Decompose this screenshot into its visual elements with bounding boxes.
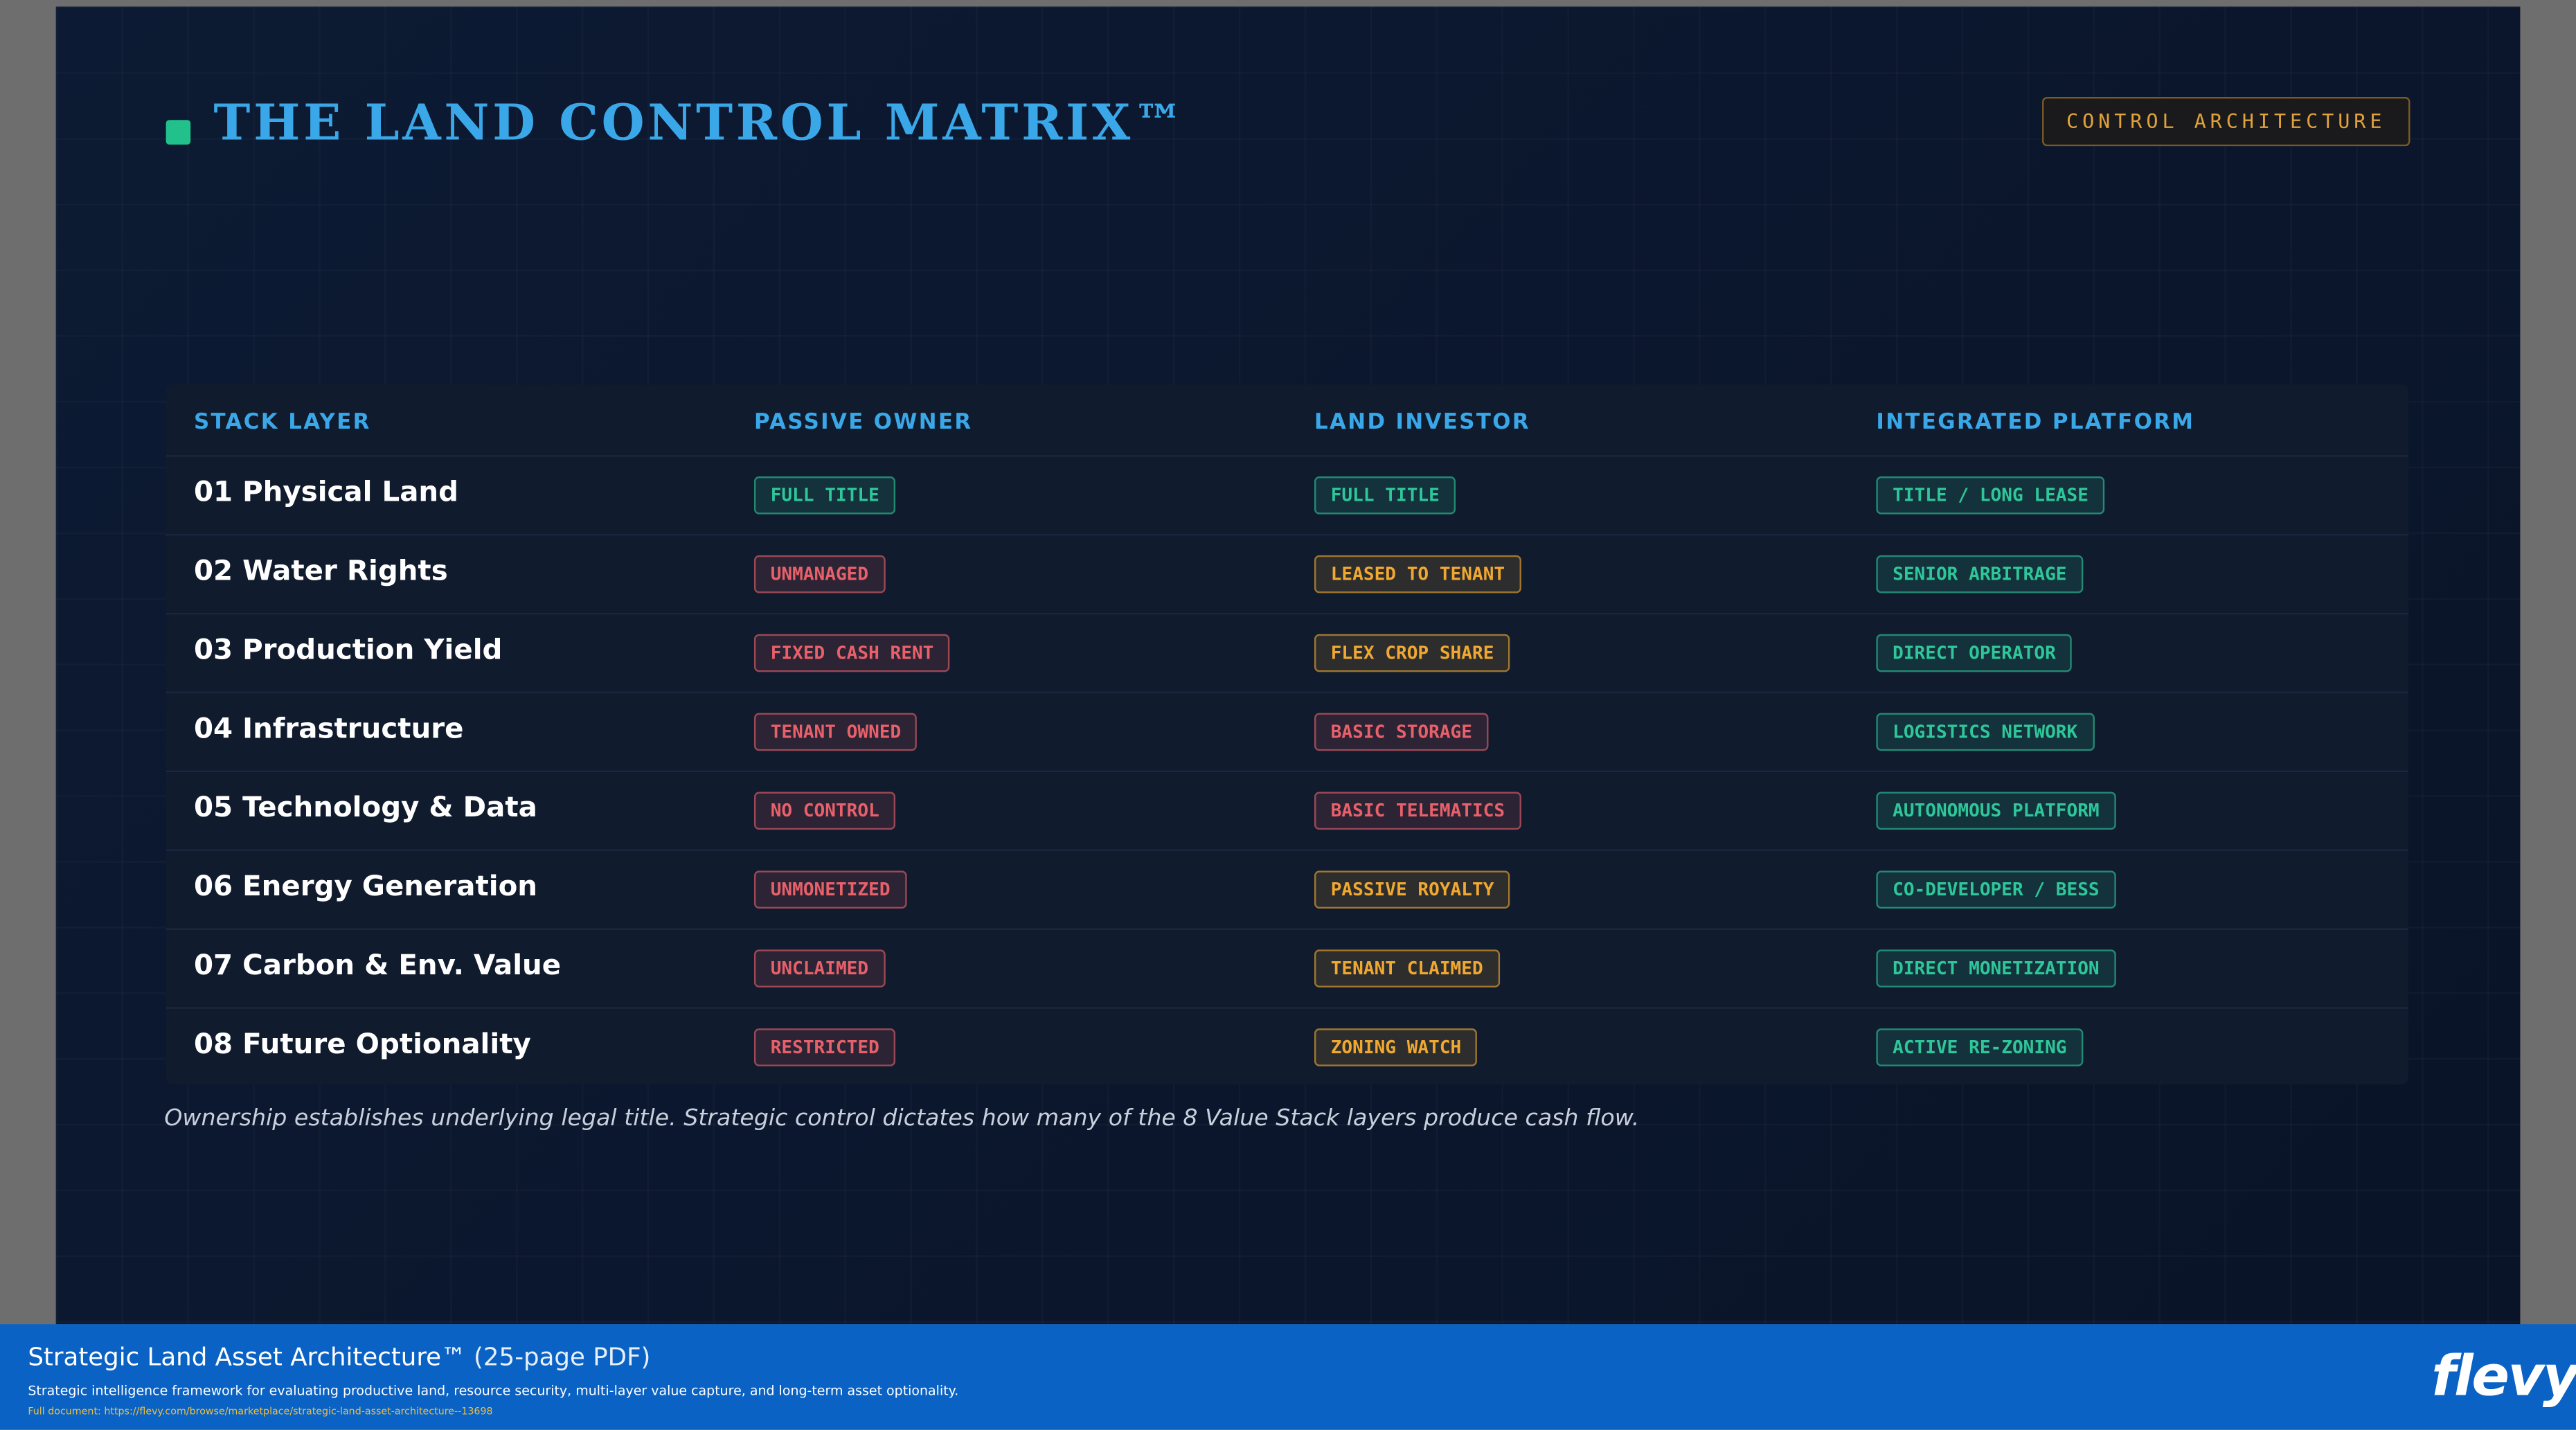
layer-name: 02 Water Rights — [193, 555, 448, 589]
status-tag: FULL TITLE — [1314, 476, 1456, 515]
footnote: Ownership establishes underlying legal t… — [164, 1105, 1640, 1132]
table-row: 05 Technology & Data NO CONTROL BASIC TELE… — [166, 770, 2409, 850]
status-tag: FIXED CASH RENT — [753, 634, 951, 672]
status-tag: UNMONETIZED — [753, 870, 907, 909]
layer-name: 03 Production Yield — [193, 634, 503, 668]
column-header: LAND INVESTOR — [1314, 411, 1530, 436]
matrix-table: STACK LAYER PASSIVE OWNER LAND INVESTOR INT… — [166, 384, 2409, 1086]
column-header: PASSIVE OWNER — [753, 411, 973, 436]
status-tag: NO CONTROL — [753, 792, 896, 830]
layer-name: 08 Future Optionality — [193, 1028, 531, 1062]
logo: flevy — [2431, 1343, 2576, 1410]
status-tag: LEASED TO TENANT — [1314, 555, 1521, 593]
slide: THE LAND CONTROL MATRIX™ CONTROL ARCHITE… — [55, 6, 2521, 1325]
layer-name: 05 Technology & Data — [193, 792, 537, 825]
footer-heading: Strategic Land Asset Architecture™ (25-p… — [28, 1342, 650, 1372]
footer-title: Strategic Land Asset Architecture™ — [28, 1342, 466, 1373]
status-tag: TITLE / LONG LEASE — [1876, 476, 2105, 515]
status-tag: FLEX CROP SHARE — [1314, 634, 1511, 672]
status-tag: UNCLAIMED — [753, 949, 885, 987]
table-row: 06 Energy Generation UNMONETIZED PASSIVE R… — [166, 849, 2409, 929]
table-row: 03 Production Yield FIXED CASH RENT FLEX C… — [166, 612, 2409, 692]
status-tag: FULL TITLE — [753, 476, 896, 515]
status-tag: AUTONOMOUS PLATFORM — [1876, 792, 2116, 830]
status-tag: TENANT CLAIMED — [1314, 949, 1500, 987]
status-tag: BASIC STORAGE — [1314, 713, 1489, 751]
table-row: 08 Future Optionality RESTRICTED ZONING WA… — [166, 1007, 2409, 1086]
status-tag: LOGISTICS NETWORK — [1876, 713, 2094, 751]
footer-pages: (25-page PDF) — [474, 1342, 651, 1373]
status-tag: BASIC TELEMATICS — [1314, 792, 1521, 830]
status-tag: ACTIVE RE-ZONING — [1876, 1028, 2084, 1066]
column-header: STACK LAYER — [193, 411, 371, 436]
status-tag: UNMANAGED — [753, 555, 885, 593]
status-tag: CO-DEVELOPER / BESS — [1876, 870, 2116, 909]
table-row: 04 Infrastructure TENANT OWNED BASIC STORA… — [166, 691, 2409, 771]
table-row: 07 Carbon & Env. Value UNCLAIMED TENANT CL… — [166, 928, 2409, 1007]
layer-name: 04 Infrastructure — [193, 713, 464, 747]
title-marker — [166, 120, 191, 145]
status-tag: PASSIVE ROYALTY — [1314, 870, 1511, 909]
status-tag: TENANT OWNED — [753, 713, 918, 751]
status-tag: DIRECT MONETIZATION — [1876, 949, 2116, 987]
column-header: INTEGRATED PLATFORM — [1876, 411, 2195, 436]
status-tag: SENIOR ARBITRAGE — [1876, 555, 2084, 593]
status-tag: DIRECT OPERATOR — [1876, 634, 2073, 672]
status-tag: ZONING WATCH — [1314, 1028, 1478, 1066]
footer-bar: Strategic Land Asset Architecture™ (25-p… — [0, 1324, 2576, 1430]
title: THE LAND CONTROL MATRIX™ — [213, 95, 1186, 153]
layer-name: 07 Carbon & Env. Value — [193, 949, 562, 983]
table-row: 02 Water Rights UNMANAGED LEASED TO TENANT… — [166, 534, 2409, 613]
layer-name: 06 Energy Generation — [193, 870, 538, 904]
badge: CONTROL ARCHITECTURE — [2042, 96, 2410, 147]
layer-name: 01 Physical Land — [193, 476, 459, 510]
table-row: 01 Physical Land FULL TITLE FULL TITLE TITL… — [166, 455, 2409, 534]
status-tag: RESTRICTED — [753, 1028, 896, 1066]
footer-description: Strategic intelligence framework for eva… — [28, 1383, 959, 1398]
footer-link[interactable]: Full document: https://flevy.com/browse/… — [28, 1406, 493, 1418]
